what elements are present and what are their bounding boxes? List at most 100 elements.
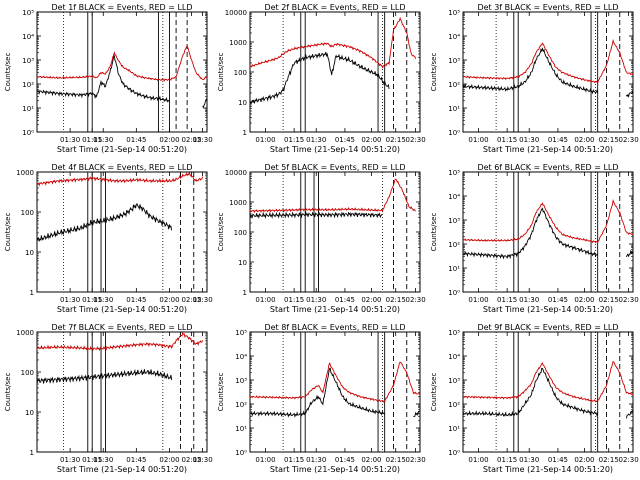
x-tick-label: 01:45 [548, 456, 568, 464]
panel-title: Det 7f BLACK = Events, RED = LLD [51, 323, 192, 332]
x-tick-label: 01:30 [519, 136, 539, 144]
x-tick-label: 01:15 [497, 296, 517, 304]
y-tick-label: 10000 [225, 169, 247, 177]
x-axis-label: Start Time (21-Sep-14 00:51:20) [483, 465, 613, 474]
x-tick-label: 02:15 [599, 136, 619, 144]
events-series-line [249, 51, 390, 104]
plot-frame [462, 331, 634, 453]
x-tick-label: 02:15 [386, 296, 406, 304]
y-tick-label: 10⁴ [448, 353, 460, 361]
y-tick-label: 10⁰ [22, 129, 34, 137]
x-tick-label: 01:15 [284, 136, 304, 144]
lld-series-line [36, 331, 204, 352]
y-axis-label: Counts/sec [4, 373, 12, 412]
x-tick-label: 01:15 [284, 296, 304, 304]
y-tick-label: 10¹ [448, 105, 460, 113]
panel-title: Det 3f BLACK = Events, RED = LLD [477, 3, 618, 12]
y-tick-label: 10 [238, 259, 247, 267]
x-tick-label: 02:15 [386, 136, 406, 144]
lld-series-line [462, 198, 634, 244]
x-axis-label: Start Time (21-Sep-14 00:51:20) [483, 145, 613, 154]
events-series-line [36, 55, 170, 103]
x-tick-label: 01:00 [468, 296, 488, 304]
y-tick-label: 100 [21, 369, 34, 377]
y-tick-label: 10² [448, 81, 460, 89]
x-tick-label: 01:30 [519, 296, 539, 304]
x-tick-label: 01:30 [306, 296, 326, 304]
y-tick-label: 10000 [225, 9, 247, 17]
x-tick-label: 01:30 [306, 456, 326, 464]
x-tick-label: 01:30 [93, 456, 113, 464]
plot-frame [462, 171, 634, 293]
y-tick-label: 10⁴ [235, 353, 247, 361]
x-tick-label: 02:00 [361, 136, 381, 144]
y-tick-label: 1 [30, 449, 34, 457]
panel-8: Det 8f BLACK = Events, RED = LLD 10⁰ 10¹ 10… [217, 323, 426, 474]
x-tick-label: 02:30 [618, 296, 638, 304]
y-axis-label: Counts/sec [4, 53, 12, 92]
plot-frame [462, 11, 634, 133]
plot-frame [249, 171, 421, 293]
events-series-line [36, 203, 173, 242]
y-tick-label: 10² [235, 401, 247, 409]
x-tick-label: 02:15 [599, 296, 619, 304]
x-tick-label: 02:00 [159, 136, 179, 144]
x-axis-label: Start Time (21-Sep-14 00:51:20) [57, 145, 187, 154]
y-tick-label: 1000 [229, 39, 247, 47]
x-tick-label: 02:00 [361, 456, 381, 464]
y-tick-label: 1000 [16, 329, 34, 337]
events-series-line [249, 367, 386, 418]
x-tick-label: 01:30 [60, 136, 80, 144]
y-axis-label: Counts/sec [217, 53, 225, 92]
plot-frame [36, 171, 208, 293]
y-tick-label: 10⁵ [448, 9, 460, 17]
x-tick-label: 01:00 [255, 456, 275, 464]
x-tick-label: 02:15 [181, 136, 201, 144]
x-tick-label: 01:15 [284, 456, 304, 464]
x-tick-label: 02:30 [192, 296, 212, 304]
panel-title: Det 1f BLACK = Events, RED = LLD [51, 3, 192, 12]
panel-9: Det 9f BLACK = Events, RED = LLD 10⁰ 10¹ 10… [430, 323, 639, 474]
x-axis-label: Start Time (21-Sep-14 00:51:20) [483, 305, 613, 314]
lld-series-line [249, 361, 421, 403]
plot-frame [36, 11, 208, 133]
y-axis-label: Counts/sec [4, 213, 12, 252]
y-tick-label: 10 [25, 249, 34, 257]
panel-5: Det 5f BLACK = Events, RED = LLD 1 10 100 10… [217, 163, 426, 314]
y-tick-label: 10³ [448, 377, 460, 385]
x-tick-label: 01:15 [82, 136, 102, 144]
y-tick-label: 100 [234, 229, 247, 237]
y-tick-label: 100 [234, 69, 247, 77]
x-tick-label: 01:15 [497, 456, 517, 464]
y-tick-label: 10³ [235, 377, 247, 385]
x-tick-label: 01:00 [468, 136, 488, 144]
plot-frame [36, 331, 208, 453]
y-tick-label: 1000 [16, 169, 34, 177]
x-tick-label: 02:00 [574, 296, 594, 304]
x-tick-label: 01:00 [255, 296, 275, 304]
y-tick-label: 1 [30, 289, 34, 297]
panel-title: Det 2f BLACK = Events, RED = LLD [264, 3, 405, 12]
lld-series-line [462, 38, 634, 85]
x-tick-label: 02:15 [181, 456, 201, 464]
y-tick-label: 10² [448, 401, 460, 409]
plot-frame [249, 331, 421, 453]
events-series-line [462, 47, 599, 95]
x-tick-label: 01:45 [335, 136, 355, 144]
x-tick-label: 02:30 [405, 136, 425, 144]
y-tick-label: 10² [448, 241, 460, 249]
panel-title: Det 5f BLACK = Events, RED = LLD [264, 163, 405, 172]
x-tick-label: 02:15 [599, 456, 619, 464]
events-series-line [462, 367, 599, 417]
x-axis-label: Start Time (21-Sep-14 00:51:20) [270, 465, 400, 474]
x-axis-label: Start Time (21-Sep-14 00:51:20) [270, 145, 400, 154]
panel-7: Det 7f BLACK = Events, RED = LLD 1 10 100 10… [4, 323, 213, 474]
x-tick-label: 01:45 [126, 136, 146, 144]
y-tick-label: 10⁴ [22, 33, 34, 41]
x-tick-label: 01:45 [126, 296, 146, 304]
panel-4: Det 4f BLACK = Events, RED = LLD 1 10 100 10… [4, 163, 213, 314]
panel-title: Det 9f BLACK = Events, RED = LLD [477, 323, 618, 332]
panel-title: Det 6f BLACK = Events, RED = LLD [477, 163, 618, 172]
x-tick-label: 02:15 [181, 296, 201, 304]
